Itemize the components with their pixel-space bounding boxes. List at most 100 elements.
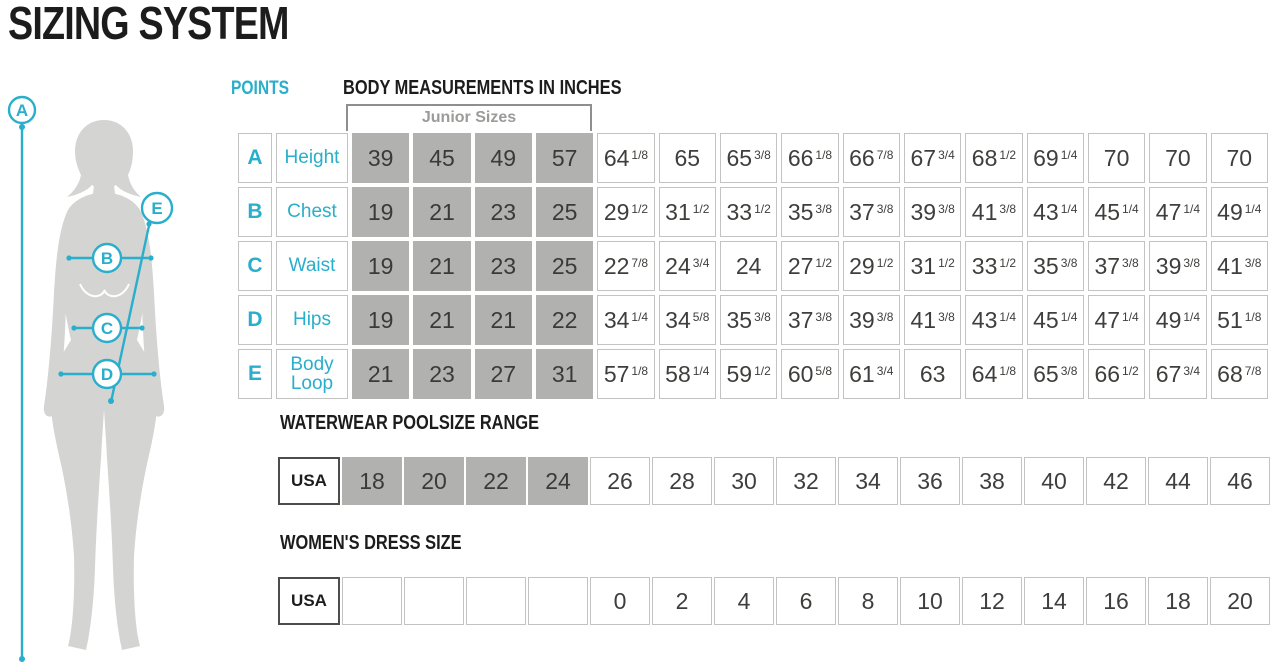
- measurement-fraction: 3/8: [938, 310, 955, 325]
- measurement-cell: 45: [413, 133, 471, 183]
- measurement-fraction: 1/4: [631, 310, 649, 325]
- measurement-value: 65: [1033, 360, 1059, 387]
- measurement-cell: 59 1/2: [719, 349, 778, 399]
- poolsize-cell: 22: [466, 457, 526, 505]
- point-letter-c: C: [101, 319, 113, 338]
- measurement-fraction: 1/8: [1244, 310, 1262, 325]
- point-letter-e: E: [151, 199, 162, 218]
- empty-cell: [466, 577, 526, 625]
- measurement-value: 45: [429, 144, 455, 171]
- measurement-value: 24: [735, 252, 762, 279]
- point-letter-cell: C: [238, 241, 272, 291]
- measurement-cell: 21: [413, 295, 471, 345]
- measurement-value: 25: [551, 198, 578, 225]
- measurement-cell: 35 3/8: [719, 295, 778, 345]
- measurement-fraction: 1/2: [754, 202, 771, 217]
- measurement-value: 34: [855, 467, 881, 494]
- measurement-cell: 66 1/8: [781, 133, 839, 183]
- measurement-cell: 34 5/8: [658, 295, 716, 345]
- measurement-value: 21: [429, 198, 455, 225]
- point-letter-cell: A: [238, 133, 272, 183]
- measurement-value: 42: [1103, 467, 1129, 494]
- measurement-value: 24: [545, 467, 571, 494]
- measurement-fraction: 1/2: [754, 364, 771, 379]
- measurement-value: 66: [1094, 360, 1121, 387]
- measurement-cell: 41 3/8: [903, 295, 962, 345]
- measurement-value: 57: [551, 144, 578, 171]
- measurement-value: 35: [787, 198, 814, 225]
- point-letter-cell: D: [238, 295, 272, 345]
- point-marker-b: [91, 242, 123, 274]
- measurement-value: 61: [849, 360, 875, 387]
- measurement-cell: 35 3/8: [781, 187, 839, 237]
- measurement-cell: 65 3/8: [1026, 349, 1084, 399]
- measurement-cell: 29 1/2: [842, 241, 900, 291]
- measurement-cell: 19: [352, 187, 410, 237]
- junior-sizes-label: Junior Sizes: [421, 109, 517, 126]
- measurement-cell: 22: [535, 295, 594, 345]
- measurement-fraction: 1/2: [999, 148, 1017, 163]
- measurement-value: 31: [551, 360, 578, 387]
- measurement-cell: 39 3/8: [842, 295, 900, 345]
- measure-dot: [151, 371, 157, 377]
- table-row: E Body Loop 21 23 27 31 57 1/8 58 1/4 59 1/2 60 5/8 61…: [238, 349, 1268, 399]
- measurement-fraction: 3/8: [1060, 256, 1078, 271]
- measurement-cell: 33 1/2: [719, 187, 778, 237]
- measurement-value: 21: [367, 360, 394, 387]
- measurement-fraction: 1/2: [692, 202, 710, 217]
- measurement-value: 49: [1155, 306, 1182, 333]
- measurement-cell: 66 7/8: [842, 133, 900, 183]
- measurement-value: 8: [861, 587, 875, 614]
- measurement-cell: 29 1/2: [597, 187, 655, 237]
- dress-size-cell: 18: [1148, 577, 1208, 625]
- dress-size-cell: 14: [1024, 577, 1084, 625]
- usa-label-cell: USA: [278, 457, 340, 505]
- measurement-value: 49: [490, 144, 517, 171]
- measurement-fraction: 1/4: [1060, 310, 1078, 325]
- measurement-value: 41: [971, 198, 998, 225]
- measurement-fraction: 3/8: [754, 148, 771, 163]
- measurement-cell: 34 1/4: [597, 295, 655, 345]
- measurement-value: 20: [421, 467, 447, 494]
- measurement-value: 18: [1165, 587, 1191, 614]
- measurement-cell: 57: [535, 133, 594, 183]
- measurement-cell: 65 3/8: [719, 133, 778, 183]
- measurement-value: 6: [799, 587, 813, 614]
- measurement-cell: 39 3/8: [1149, 241, 1207, 291]
- poolsize-cell: 46: [1210, 457, 1270, 505]
- measurement-cell: 61 3/4: [842, 349, 900, 399]
- poolsize-cell: 20: [404, 457, 464, 505]
- measurement-cell: 23: [474, 241, 532, 291]
- measurement-value: 68: [1217, 360, 1243, 387]
- measurement-cell: 60 5/8: [781, 349, 839, 399]
- measurement-cell: 27 1/2: [781, 241, 839, 291]
- measurement-fraction: 5/8: [815, 364, 833, 379]
- empty-cell: [528, 577, 588, 625]
- measurement-fraction: 3/8: [938, 202, 955, 217]
- measurement-value: 27: [490, 360, 517, 387]
- point-marker-d: [91, 358, 123, 390]
- junior-sizes-bracket: Junior Sizes: [346, 104, 592, 131]
- measurement-value: 39: [910, 198, 937, 225]
- measurement-value: 37: [1094, 252, 1121, 279]
- measurement-fraction: 1/4: [692, 364, 710, 379]
- dress-size-cell: 12: [962, 577, 1022, 625]
- dress-size-cell: 6: [776, 577, 836, 625]
- measurement-value: 21: [490, 306, 517, 333]
- measure-dot: [71, 325, 77, 331]
- measurement-value: 57: [603, 360, 630, 387]
- measurement-value: 67: [1155, 360, 1182, 387]
- measurement-value: 10: [917, 587, 943, 614]
- measurement-fraction: 3/4: [938, 148, 955, 163]
- measurement-cell: 70: [1210, 133, 1268, 183]
- measurement-fraction: 1/8: [631, 364, 649, 379]
- measurement-value: 23: [490, 198, 517, 225]
- measurement-fraction: 1/4: [1060, 148, 1078, 163]
- measurement-value: 19: [367, 306, 394, 333]
- measurement-cell: 39: [352, 133, 410, 183]
- measurement-value: 37: [787, 306, 814, 333]
- point-label-cell: Hips: [276, 295, 348, 345]
- point-marker-a: [7, 95, 37, 125]
- poolsize-cell: 34: [838, 457, 898, 505]
- point-letter-d: D: [101, 365, 113, 384]
